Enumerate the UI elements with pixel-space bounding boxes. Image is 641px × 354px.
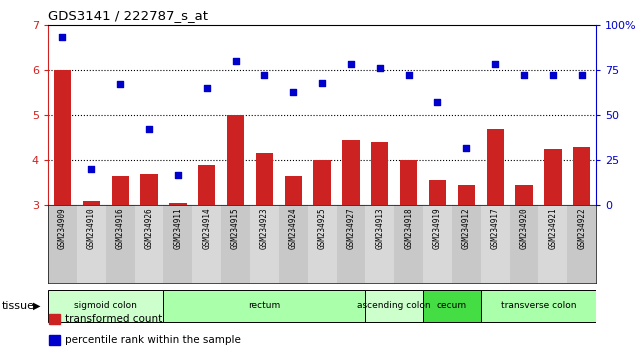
Bar (573, 147, 590, 205)
Text: GSM234918: GSM234918 (404, 208, 413, 249)
Point (547, 73, 558, 78)
Bar (487, 129, 504, 205)
Point (288, 89, 298, 95)
Text: GDS3141 / 222787_s_at: GDS3141 / 222787_s_at (48, 9, 208, 22)
Bar (567, 205, 596, 283)
Bar (394, 205, 423, 283)
Bar (429, 181, 446, 205)
Text: rectum: rectum (248, 301, 281, 310)
Point (172, 172, 183, 177)
Text: GSM234922: GSM234922 (577, 208, 587, 249)
FancyBboxPatch shape (48, 290, 163, 322)
Point (86, 166, 96, 172)
Bar (365, 205, 394, 283)
Bar (313, 160, 331, 205)
Text: GSM234921: GSM234921 (548, 208, 558, 249)
Bar (337, 205, 365, 283)
Text: GSM234917: GSM234917 (490, 208, 500, 249)
Point (259, 73, 269, 78)
Text: ▶: ▶ (33, 301, 40, 311)
FancyBboxPatch shape (365, 290, 423, 322)
Bar (371, 142, 388, 205)
Point (201, 85, 212, 91)
Bar (48, 205, 77, 283)
Text: GSM234916: GSM234916 (115, 208, 125, 249)
Bar (140, 174, 158, 205)
Text: transverse colon: transverse colon (501, 301, 576, 310)
Bar (308, 205, 337, 283)
Text: GSM234910: GSM234910 (87, 208, 96, 249)
Bar (515, 185, 533, 205)
Point (230, 58, 240, 64)
Bar (83, 201, 100, 205)
Bar (423, 205, 452, 283)
FancyBboxPatch shape (423, 290, 481, 322)
Text: GSM234925: GSM234925 (317, 208, 327, 249)
Text: transformed count: transformed count (65, 314, 162, 324)
Bar (279, 205, 308, 283)
Bar (285, 176, 302, 205)
Point (374, 65, 385, 71)
Bar (452, 205, 481, 283)
Text: GSM234919: GSM234919 (433, 208, 442, 249)
Text: GSM234923: GSM234923 (260, 208, 269, 249)
Bar (221, 205, 250, 283)
Text: percentile rank within the sample: percentile rank within the sample (65, 335, 240, 345)
Text: sigmoid colon: sigmoid colon (74, 301, 137, 310)
Text: cecum: cecum (437, 301, 467, 310)
Bar (77, 205, 106, 283)
Bar (510, 205, 538, 283)
Bar (135, 205, 163, 283)
Bar (112, 176, 129, 205)
Point (404, 73, 414, 78)
Bar (198, 165, 215, 205)
Point (317, 80, 327, 85)
Bar (54, 70, 71, 205)
Point (345, 62, 356, 67)
Bar (192, 205, 221, 283)
Point (144, 127, 154, 132)
Bar (169, 203, 187, 205)
Bar (250, 205, 279, 283)
Bar (163, 205, 192, 283)
FancyBboxPatch shape (481, 290, 596, 322)
Bar (49, 335, 60, 345)
Bar (458, 185, 475, 205)
Point (461, 145, 471, 150)
Text: GSM234913: GSM234913 (375, 208, 385, 249)
Text: GSM234912: GSM234912 (462, 208, 471, 249)
Text: GSM234911: GSM234911 (173, 208, 183, 249)
Text: tissue: tissue (2, 301, 35, 311)
Bar (342, 140, 360, 205)
Text: GSM234920: GSM234920 (519, 208, 529, 249)
FancyBboxPatch shape (163, 290, 365, 322)
Point (58, 35, 67, 40)
Text: ascending colon: ascending colon (358, 301, 431, 310)
Text: GSM234914: GSM234914 (202, 208, 212, 249)
Text: GSM234915: GSM234915 (231, 208, 240, 249)
Bar (481, 205, 510, 283)
Bar (256, 153, 273, 205)
Text: GSM234909: GSM234909 (58, 208, 67, 249)
Point (432, 99, 442, 105)
Bar (538, 205, 567, 283)
Point (519, 73, 529, 78)
Point (576, 73, 587, 78)
Bar (106, 205, 135, 283)
Text: GSM234924: GSM234924 (288, 208, 298, 249)
Bar (400, 160, 417, 205)
Text: GSM234926: GSM234926 (144, 208, 154, 249)
Text: GSM234927: GSM234927 (346, 208, 356, 249)
Bar (49, 314, 60, 324)
Point (490, 62, 500, 67)
Point (115, 81, 125, 87)
Bar (227, 115, 244, 205)
Bar (544, 149, 562, 205)
